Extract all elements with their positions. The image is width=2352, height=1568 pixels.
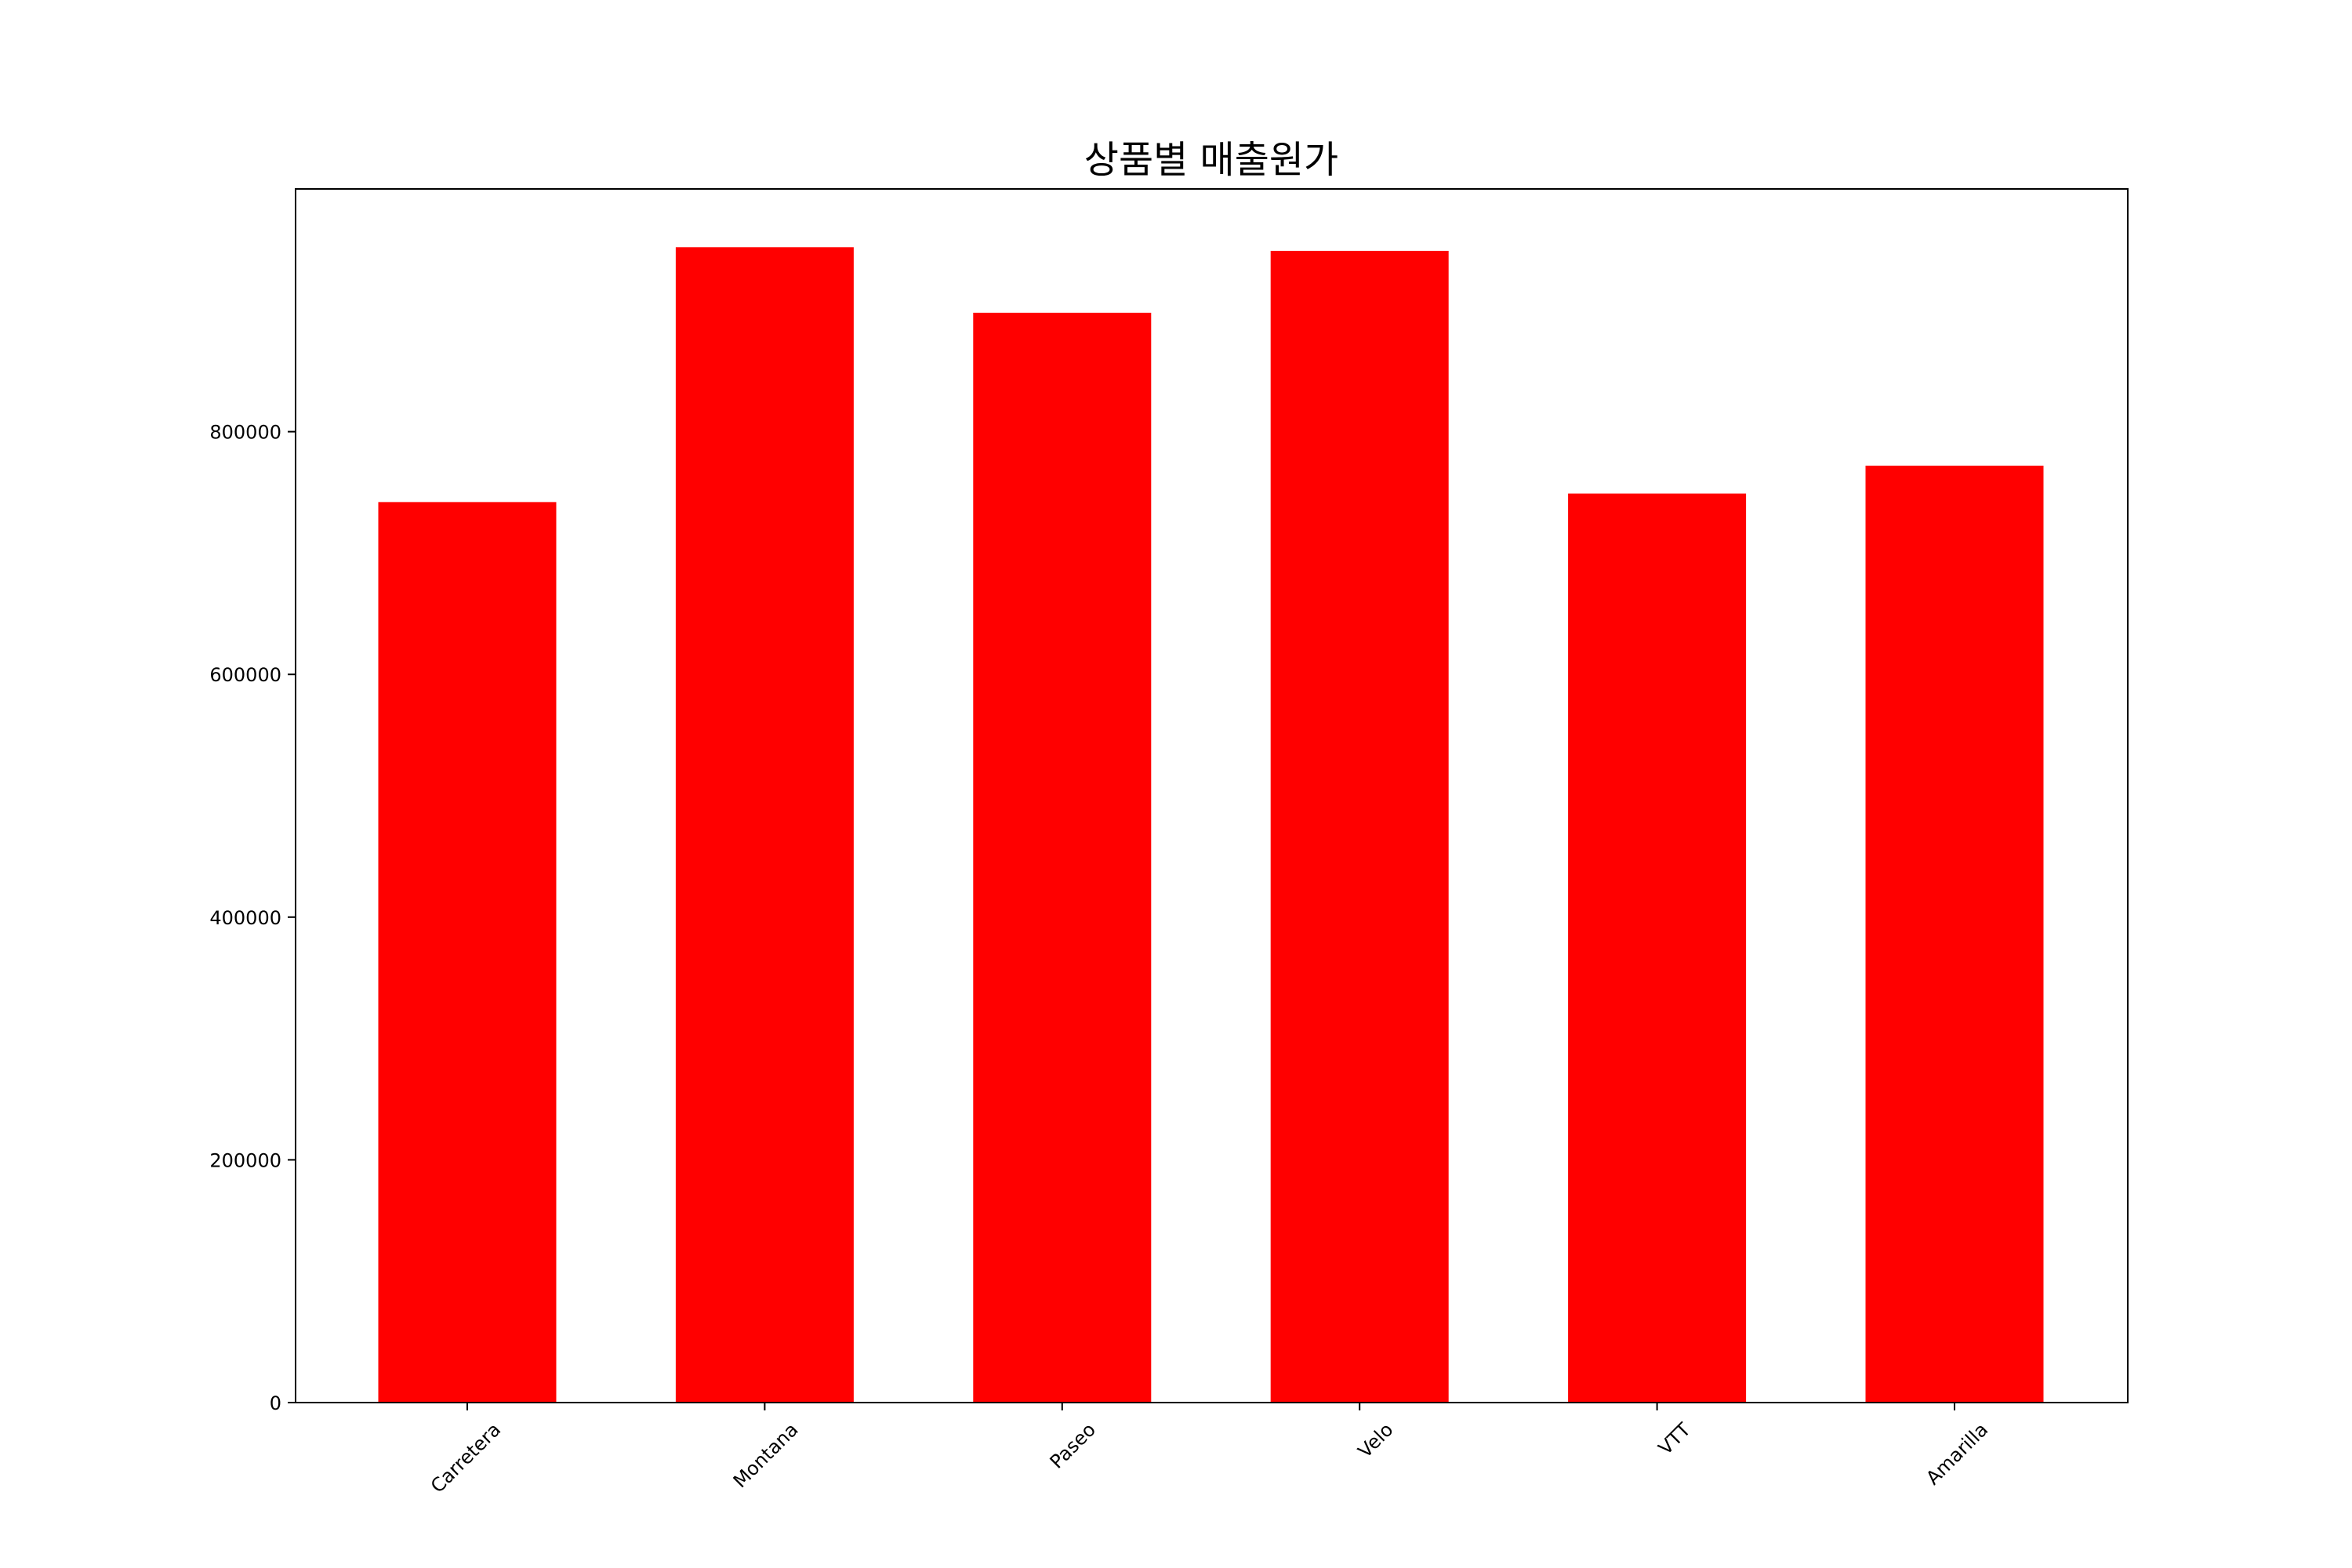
x-tick-label: Montana [729,1418,803,1492]
chart-title: 상품별 매출원가 [1084,138,1338,182]
bar-vtt [1568,493,1747,1403]
bar-amarilla [1865,465,2044,1403]
axes-layer [295,188,2129,1403]
y-tick-label: 200000 [209,1149,281,1171]
bar-carretera [378,502,557,1403]
bar-montana [675,247,854,1403]
y-tick-label: 800000 [209,422,281,444]
bars-layer [378,247,2044,1403]
y-tick-label: 0 [270,1392,281,1414]
x-tick-label: Velo [1354,1418,1398,1462]
bar-paseo [973,312,1152,1403]
x-tick-label: VTT [1654,1418,1695,1459]
bar-velo [1270,250,1449,1403]
y-tick-label: 600000 [209,664,281,686]
x-tick-label: Amarilla [1922,1418,1992,1489]
x-tick-label: Carretera [426,1418,505,1497]
x-tick-label: Paseo [1046,1418,1100,1472]
y-tick-label: 400000 [209,907,281,929]
plot-frame [295,188,2129,1403]
